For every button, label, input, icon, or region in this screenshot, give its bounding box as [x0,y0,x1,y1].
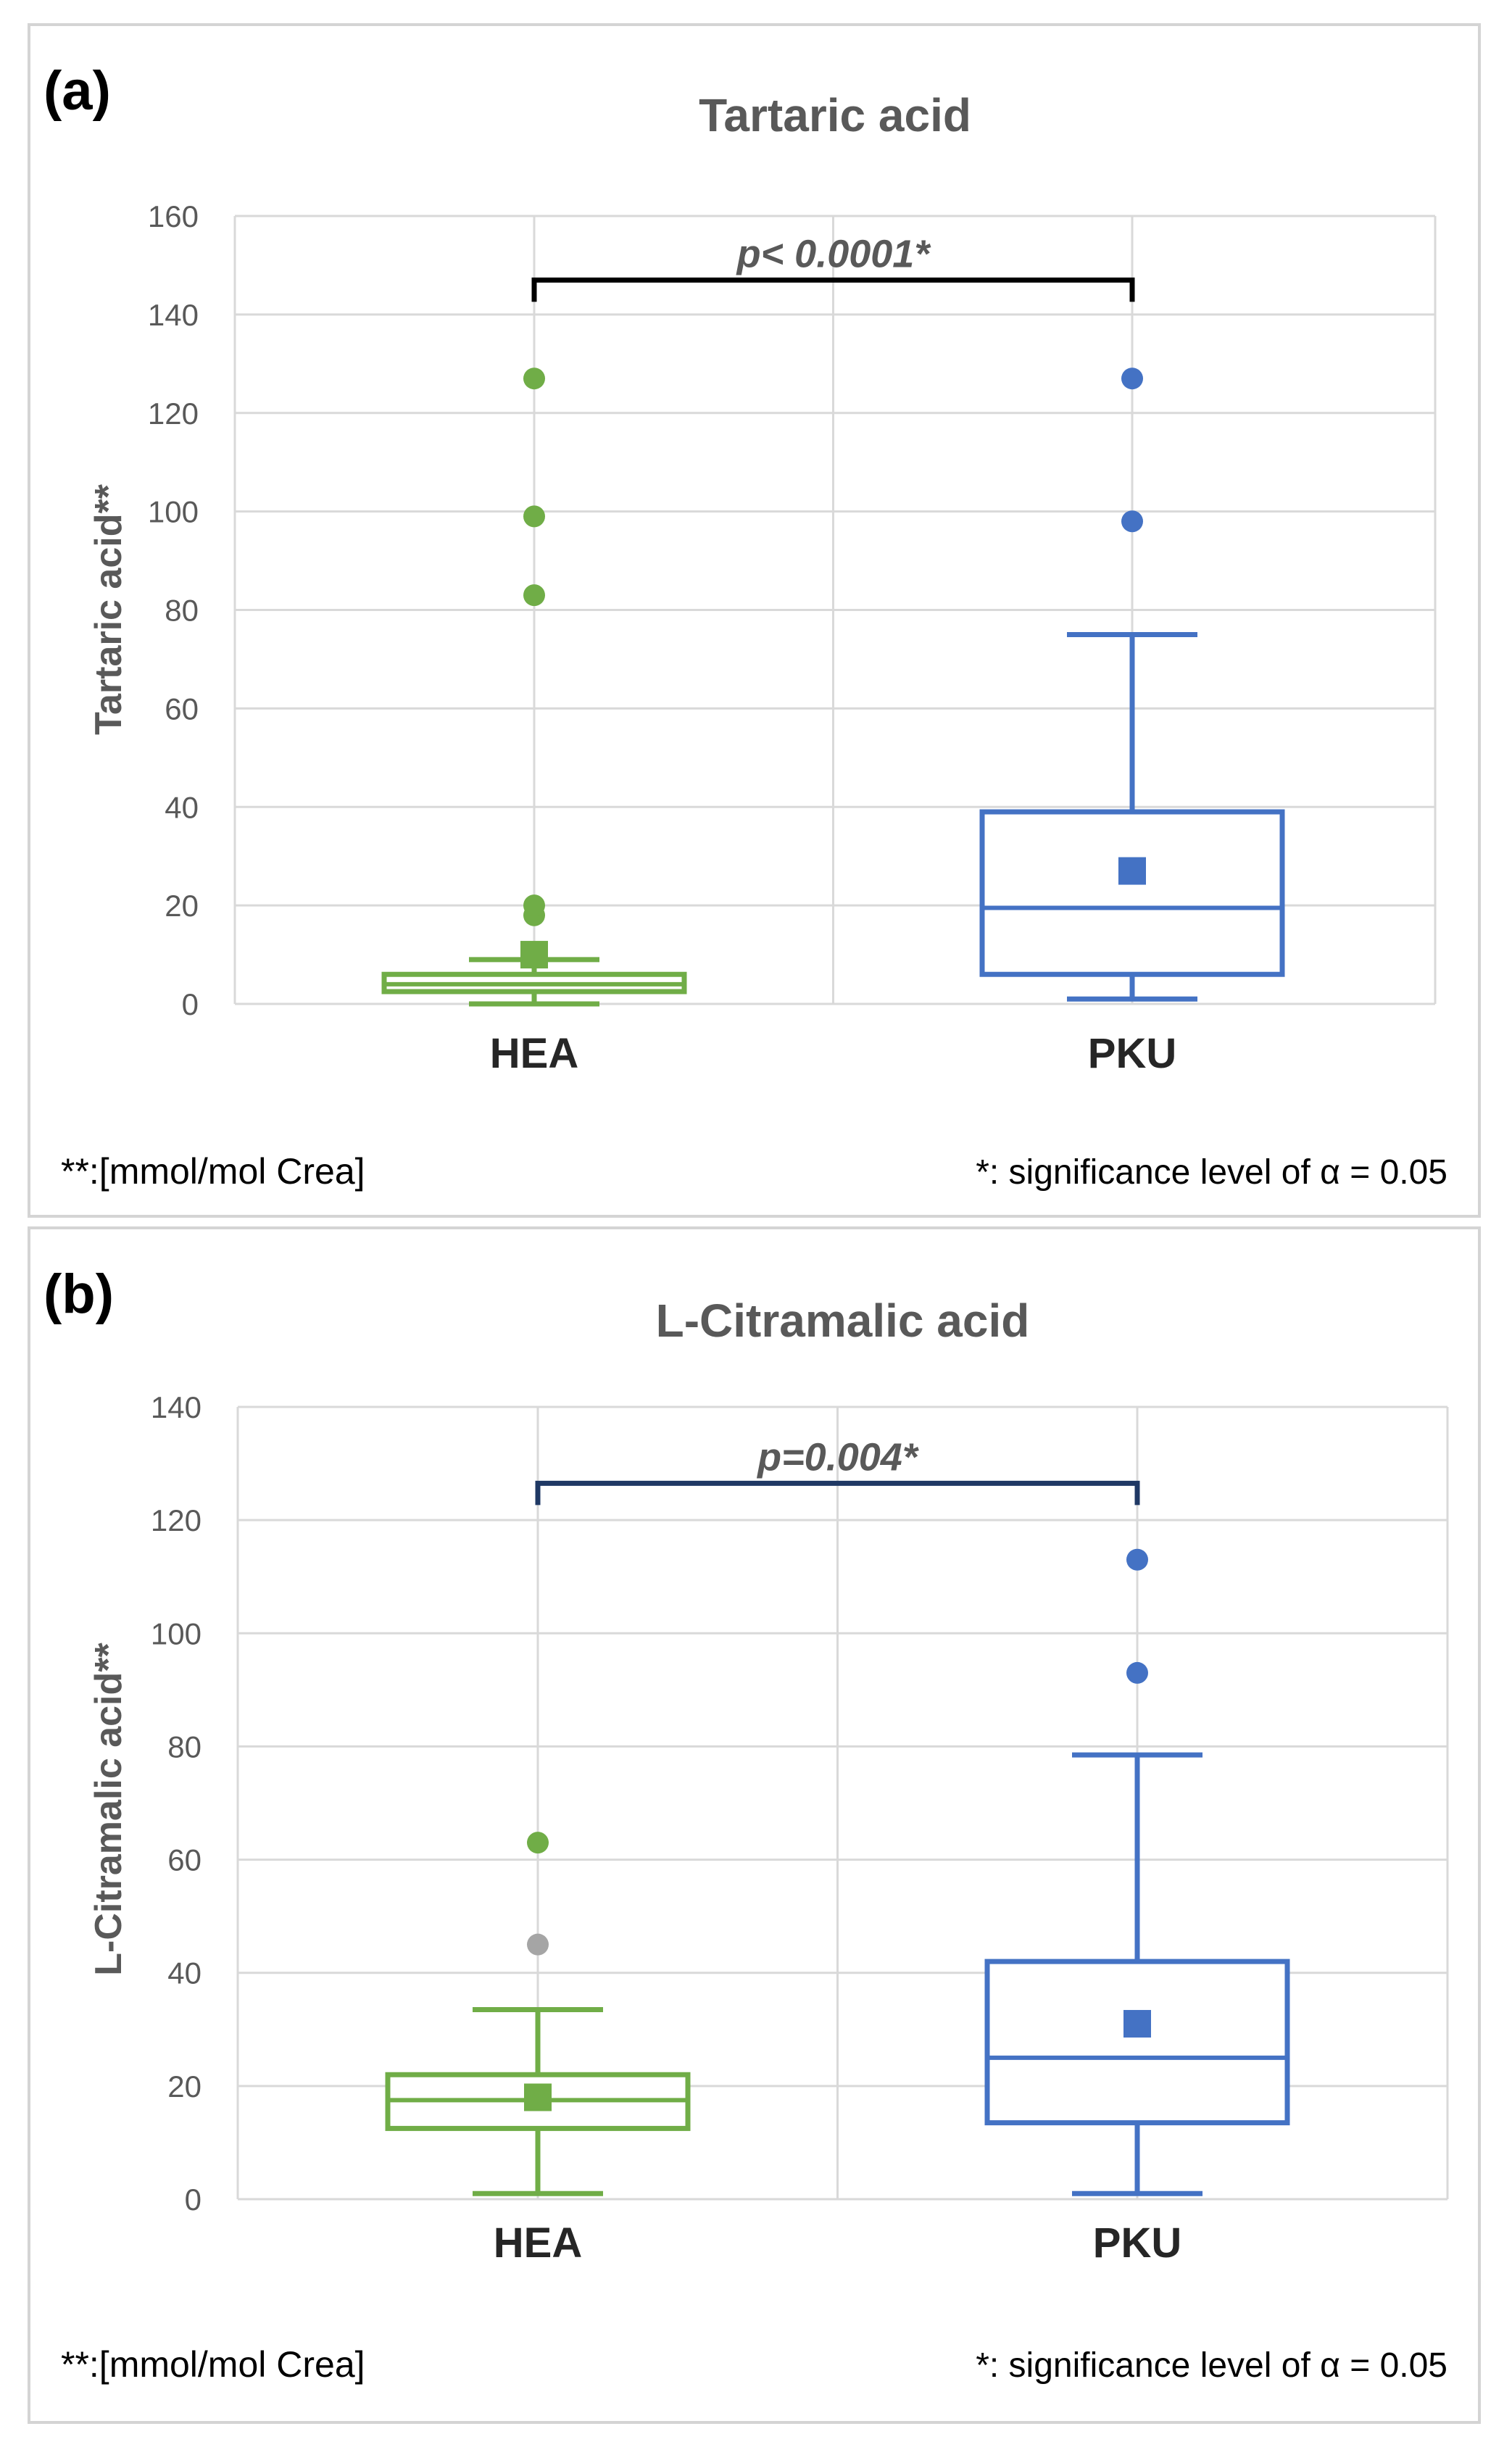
footnote-units: **:[mmol/mol Crea] [61,1151,365,1192]
p-value-annotation: p< 0.0001* [736,232,932,275]
y-tick-label: 140 [148,298,199,332]
y-tick-label: 120 [148,396,199,431]
outlier-point [1126,1661,1148,1684]
mean-marker [520,941,548,969]
x-category-label: PKU [1093,2219,1181,2267]
y-tick-label: 40 [167,1956,202,1990]
outlier-point [527,1832,549,1854]
mean-marker [1118,857,1146,885]
outlier-point [1121,510,1143,533]
box-hea [385,1832,691,2196]
x-category-label: HEA [490,1030,578,1077]
y-tick-label: 100 [151,1616,202,1650]
y-tick-label: 20 [165,889,199,923]
x-category-label: PKU [1088,1030,1176,1077]
significance-bracket [535,1480,1140,1506]
y-tick-label: 60 [167,1843,202,1877]
box-iqr [979,809,1285,977]
y-tick-label: 20 [167,2069,202,2103]
outlier-point [1121,367,1143,390]
chart-title: Tartaric acid [699,89,971,141]
outlier-point [523,894,545,917]
y-tick-label: 140 [151,1390,202,1424]
chart-title: L-Citramalic acid [656,1295,1030,1347]
panel-a: (a) Tartaric acid 0 20 40 60 80 100 120 140 160 Tar… [28,23,1481,1218]
box-pku [984,1548,1290,2196]
box-pku [979,367,1285,1002]
box-iqr [984,1959,1290,2126]
y-tick-label: 80 [165,594,199,628]
footnote-units: **:[mmol/mol Crea] [61,2344,365,2385]
y-tick-label: 120 [151,1503,202,1537]
y-axis-label: Tartaric acid** [88,483,130,735]
box-hea [381,367,687,1007]
footnote-significance: *: significance level of α = 0.05 [976,2346,1447,2385]
chart-tartaric-acid: (a) Tartaric acid 0 20 40 60 80 100 120 140 160 Tar… [43,60,1447,1192]
y-tick-label: 60 [165,692,199,726]
y-tick-label: 40 [165,790,199,824]
chart-l-citramalic-acid: (b) L-Citramalic acid 0 20 40 60 80 100 120 140 L-… [43,1263,1449,2385]
y-tick-label: 80 [167,1729,202,1764]
footnote-significance: *: significance level of α = 0.05 [976,1153,1447,1192]
panel-label: (a) [43,60,111,122]
p-value-annotation: p=0.004* [756,1435,920,1479]
outlier-point [523,367,545,390]
y-tick-label: 0 [182,987,199,1021]
mean-marker [524,2083,552,2111]
y-axis-label: L-Citramalic acid** [88,1642,130,1975]
outlier-point [527,1933,549,1956]
y-tick-label: 160 [148,199,199,233]
y-tick-label: 100 [148,495,199,529]
significance-bracket [531,277,1135,302]
panel-label: (b) [43,1263,114,1325]
outlier-point [523,584,545,607]
outlier-point [523,505,545,528]
x-category-label: HEA [494,2219,582,2267]
panel-b: (b) L-Citramalic acid 0 20 40 60 80 100 120 140 L-… [28,1226,1481,2424]
y-tick-label: 0 [185,2183,202,2217]
outlier-point [1126,1548,1148,1571]
mean-marker [1123,2009,1151,2038]
